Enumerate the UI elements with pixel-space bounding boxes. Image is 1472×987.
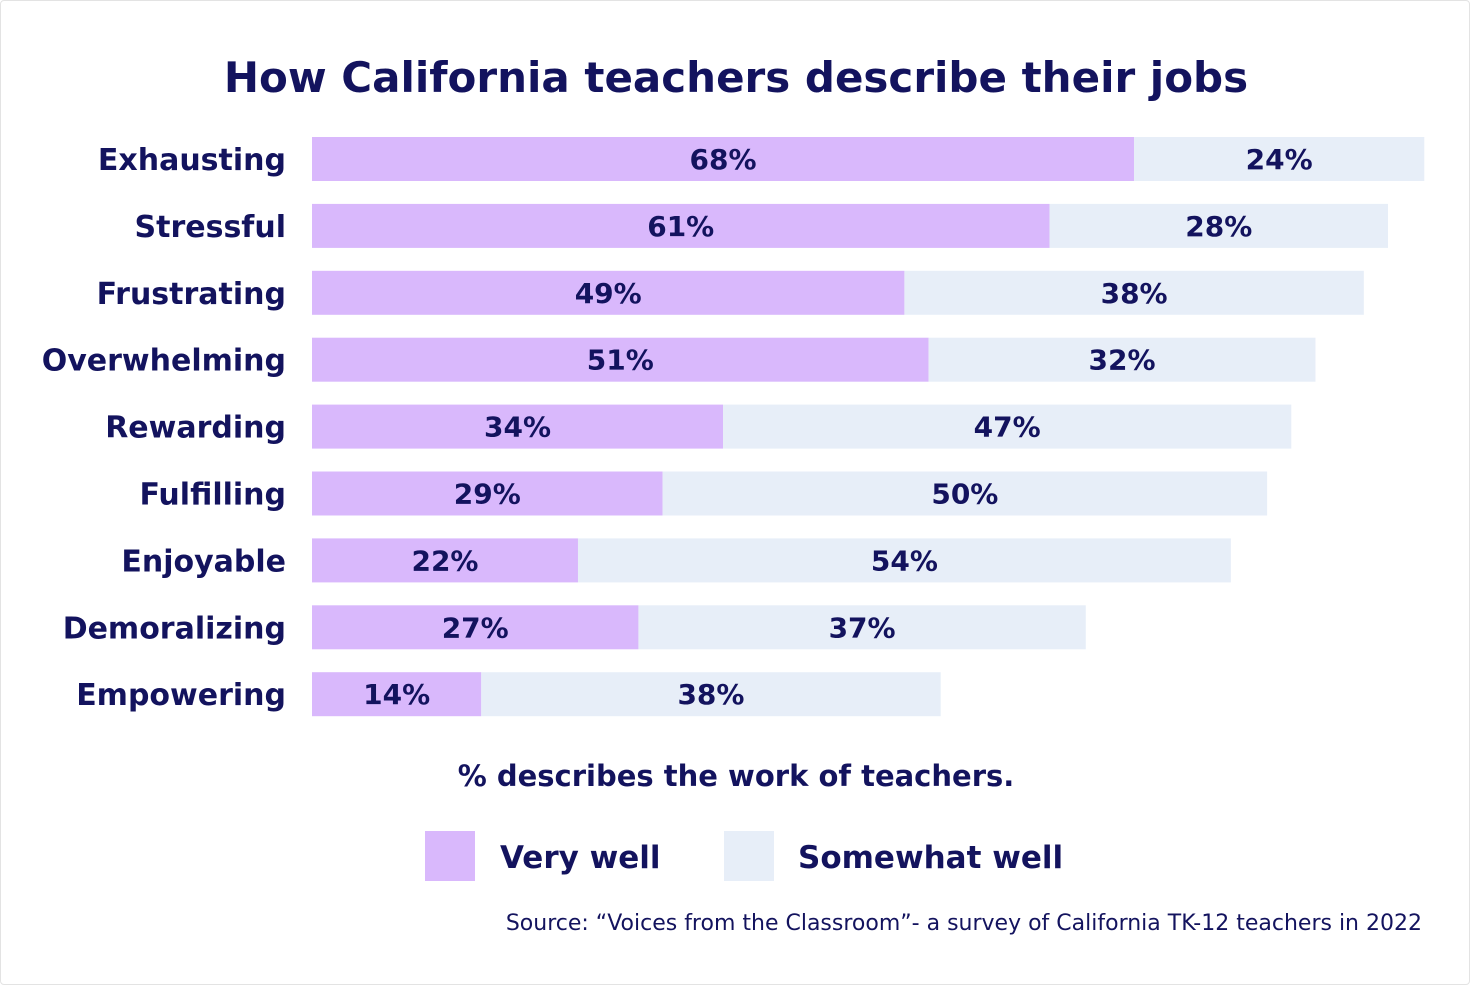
legend: Very well Somewhat well: [425, 831, 1063, 881]
bar-somewhat-well: [577, 538, 1231, 583]
legend-swatch: [425, 831, 475, 881]
legend-swatch: [724, 831, 774, 881]
data-label: 38%: [1101, 277, 1168, 310]
category-label: Overwhelming: [42, 344, 286, 379]
data-label: 22%: [411, 544, 478, 577]
data-label: 38%: [677, 678, 744, 711]
category-label: Rewarding: [105, 411, 286, 446]
category-label: Fulfilling: [139, 478, 286, 513]
bar-somewhat-well: [481, 672, 941, 717]
bar-very-well: [312, 538, 578, 583]
data-label: 29%: [454, 478, 521, 511]
source-note: Source: “Voices from the Classroom”- a s…: [506, 911, 1422, 936]
bar-very-well: [312, 672, 482, 717]
bar-group: Exhausting 68% 24% Stressful 61% 28% Frustrati…: [42, 137, 1425, 717]
category-label: Stressful: [135, 210, 287, 245]
data-label: 37%: [829, 611, 896, 644]
data-label: 24%: [1246, 143, 1313, 176]
bar-very-well: [312, 337, 929, 382]
category-label: Enjoyable: [121, 544, 286, 579]
category-label: Exhausting: [98, 143, 286, 178]
data-label: 49%: [575, 277, 642, 310]
data-label: 27%: [442, 611, 509, 644]
bar-somewhat-well: [1049, 203, 1389, 248]
x-axis-label: % describes the work of teachers.: [458, 759, 1015, 793]
bar-very-well: [312, 605, 639, 650]
legend-label: Somewhat well: [798, 840, 1063, 876]
data-label: 47%: [974, 411, 1041, 444]
bar-somewhat-well: [723, 404, 1292, 449]
data-label: 50%: [931, 478, 998, 511]
data-label: 61%: [647, 210, 714, 243]
data-label: 68%: [690, 143, 757, 176]
bar-very-well: [312, 137, 1135, 181]
bar-somewhat-well: [1134, 137, 1425, 181]
category-label: Demoralizing: [63, 611, 286, 646]
chart-title: How California teachers describe their j…: [224, 53, 1248, 102]
legend-label: Very well: [500, 840, 661, 876]
data-label: 34%: [484, 411, 551, 444]
bar-very-well: [312, 471, 663, 516]
data-label: 32%: [1089, 344, 1156, 377]
category-label: Frustrating: [97, 277, 286, 312]
bar-very-well: [312, 270, 905, 315]
bar-somewhat-well: [638, 605, 1086, 650]
bar-somewhat-well: [904, 270, 1364, 315]
data-label: 54%: [871, 544, 938, 577]
data-label: 51%: [587, 344, 654, 377]
data-label: 14%: [363, 678, 430, 711]
data-label: 28%: [1185, 210, 1252, 243]
bar-very-well: [312, 203, 1050, 248]
bar-somewhat-well: [662, 471, 1268, 516]
bar-somewhat-well: [928, 337, 1316, 382]
bar-very-well: [312, 404, 724, 449]
category-label: Empowering: [76, 678, 286, 713]
